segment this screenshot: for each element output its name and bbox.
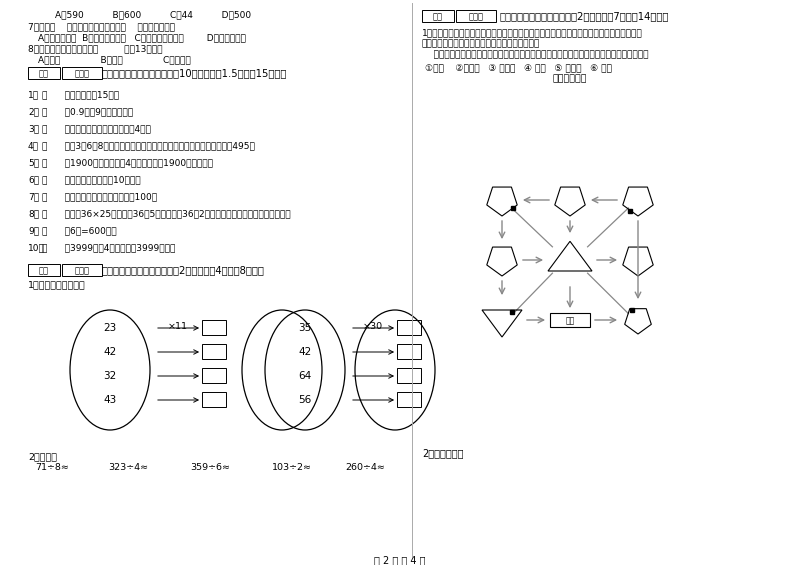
Text: 56: 56	[298, 395, 312, 405]
Text: （      ）计算36×25时，先把36和5相乘，再把36和2相乘，最后把两次乘得的结果相加。: （ ）计算36×25时，先把36和5相乘，再把36和2相乘，最后把两次乘得的结果…	[42, 209, 290, 218]
FancyBboxPatch shape	[202, 320, 226, 335]
FancyBboxPatch shape	[202, 344, 226, 359]
FancyBboxPatch shape	[397, 320, 421, 335]
Text: 9．: 9．	[28, 226, 39, 235]
Text: （      ）用3、6、8这三个数字组成的最大三位数与最小三位数，它们相差495。: （ ）用3、6、8这三个数字组成的最大三位数与最小三位数，它们相差495。	[42, 141, 255, 150]
Text: A．一定              B．可能              C．不可能: A．一定 B．可能 C．不可能	[38, 55, 190, 64]
Text: 323÷4≈: 323÷4≈	[108, 463, 148, 472]
Text: 得分: 得分	[39, 69, 49, 78]
Text: （      ）6分=600秒。: （ ）6分=600秒。	[42, 226, 117, 235]
Text: 四、看清题目，细心计算（共2小题，每题4分，共8分）。: 四、看清题目，细心计算（共2小题，每题4分，共8分）。	[102, 266, 265, 276]
FancyBboxPatch shape	[397, 368, 421, 383]
Text: 根据小强的描述，请你把这些动物场馆所在的位置，在动物园的导游图上用序号表示出来。: 根据小强的描述，请你把这些动物场馆所在的位置，在动物园的导游图上用序号表示出来。	[422, 50, 649, 59]
Text: 23: 23	[103, 323, 117, 333]
Text: ×11: ×11	[168, 322, 188, 331]
Text: 得分: 得分	[433, 12, 443, 21]
FancyBboxPatch shape	[202, 368, 226, 383]
Text: 10．: 10．	[28, 243, 45, 252]
Text: 6．: 6．	[28, 175, 39, 184]
Text: 评卷人: 评卷人	[469, 12, 483, 21]
Text: 三、仔细推敲，正确判断（共10小题，每题1.5分，共15分）。: 三、仔细推敲，正确判断（共10小题，每题1.5分，共15分）。	[102, 68, 287, 79]
FancyBboxPatch shape	[62, 264, 102, 276]
Text: （      ）3999克与4千克相比，3999克重。: （ ）3999克与4千克相比，3999克重。	[42, 243, 175, 252]
Text: 评卷人: 评卷人	[74, 69, 90, 78]
FancyBboxPatch shape	[28, 264, 60, 276]
Text: 35: 35	[298, 323, 312, 333]
Text: 103÷2≈: 103÷2≈	[272, 463, 312, 472]
Text: 4．: 4．	[28, 141, 39, 150]
Text: 32: 32	[103, 371, 117, 381]
Text: （      ）1900年的年份数是4的倍数，所以1900年是闰年。: （ ）1900年的年份数是4的倍数，所以1900年是闰年。	[42, 158, 213, 167]
Text: 5．: 5．	[28, 158, 39, 167]
Text: 2．看图填空。: 2．看图填空。	[422, 448, 463, 458]
Text: 260÷4≈: 260÷4≈	[345, 463, 385, 472]
Text: ①狮山    ②熊猫馆   ③ 飞禽馆   ④ 猴园   ⑤ 大象馆   ⑥ 鱼馆: ①狮山 ②熊猫馆 ③ 飞禽馆 ④ 猴园 ⑤ 大象馆 ⑥ 鱼馆	[425, 63, 612, 72]
Text: A．一定，可能  B．可能，不可能   C．不可能，不可能        D．可能，可能: A．一定，可能 B．可能，不可能 C．不可能，不可能 D．可能，可能	[38, 33, 246, 42]
Text: 64: 64	[298, 371, 312, 381]
FancyBboxPatch shape	[550, 313, 590, 327]
Text: 得分: 得分	[39, 266, 49, 275]
Text: 评卷人: 评卷人	[74, 266, 90, 275]
Text: （      ）小明家客厅面积是10公顷。: （ ）小明家客厅面积是10公顷。	[42, 175, 141, 184]
Text: 42: 42	[103, 347, 117, 357]
Text: 3．: 3．	[28, 124, 39, 133]
Text: （      ）两个面积单位之间的进率是100。: （ ）两个面积单位之间的进率是100。	[42, 192, 157, 201]
Text: 1．走进动物园大门，正北面是狮子山和熊猫馆，狮子山的东侧是飞禽馆，西侧是猴园，大象: 1．走进动物园大门，正北面是狮子山和熊猫馆，狮子山的东侧是飞禽馆，西侧是猴园，大…	[422, 28, 642, 37]
FancyBboxPatch shape	[28, 67, 60, 79]
Text: 359÷6≈: 359÷6≈	[190, 463, 230, 472]
FancyBboxPatch shape	[397, 392, 421, 407]
Text: 2．估算。: 2．估算。	[28, 452, 57, 461]
FancyBboxPatch shape	[456, 10, 496, 22]
Text: 动物园导游图: 动物园导游图	[553, 74, 587, 83]
Text: 1．算一算，填一填。: 1．算一算，填一填。	[28, 280, 86, 289]
Text: ×30: ×30	[363, 322, 383, 331]
Text: 7．明天（    ）会下雨，今天下午我（    ）能遇全世界。: 7．明天（ ）会下雨，今天下午我（ ）能遇全世界。	[28, 22, 175, 31]
Text: 7．: 7．	[28, 192, 39, 201]
Text: 1．: 1．	[28, 90, 39, 99]
Text: 8．: 8．	[28, 209, 39, 218]
Text: 第 2 页 共 4 页: 第 2 页 共 4 页	[374, 555, 426, 565]
Text: A．590          B．600          C．44          D．500: A．590 B．600 C．44 D．500	[55, 10, 251, 19]
FancyBboxPatch shape	[202, 392, 226, 407]
Text: 2．: 2．	[28, 107, 39, 116]
Text: 43: 43	[103, 395, 117, 405]
FancyBboxPatch shape	[422, 10, 454, 22]
Text: （      ）0.9里有9个十分之一。: （ ）0.9里有9个十分之一。	[42, 107, 133, 116]
Text: 五、认真思考，综合能力（共2小题，每题7分，共14分）。: 五、认真思考，综合能力（共2小题，每题7分，共14分）。	[500, 11, 670, 21]
Text: （      ）正方形的周长是它的边长的4倍。: （ ）正方形的周长是它的边长的4倍。	[42, 124, 151, 133]
FancyBboxPatch shape	[62, 67, 102, 79]
FancyBboxPatch shape	[397, 344, 421, 359]
Text: （      ）李老师身高15米。: （ ）李老师身高15米。	[42, 90, 119, 99]
Text: 南门: 南门	[566, 316, 574, 325]
Text: 71÷8≈: 71÷8≈	[35, 463, 69, 472]
Text: 馆和鱼馆的场地分别在动物园的东北角和西北角。: 馆和鱼馆的场地分别在动物园的东北角和西北角。	[422, 39, 540, 48]
Text: 42: 42	[298, 347, 312, 357]
Text: 8．按农历计算，有的年份（         ）有13个月。: 8．按农历计算，有的年份（ ）有13个月。	[28, 44, 162, 53]
